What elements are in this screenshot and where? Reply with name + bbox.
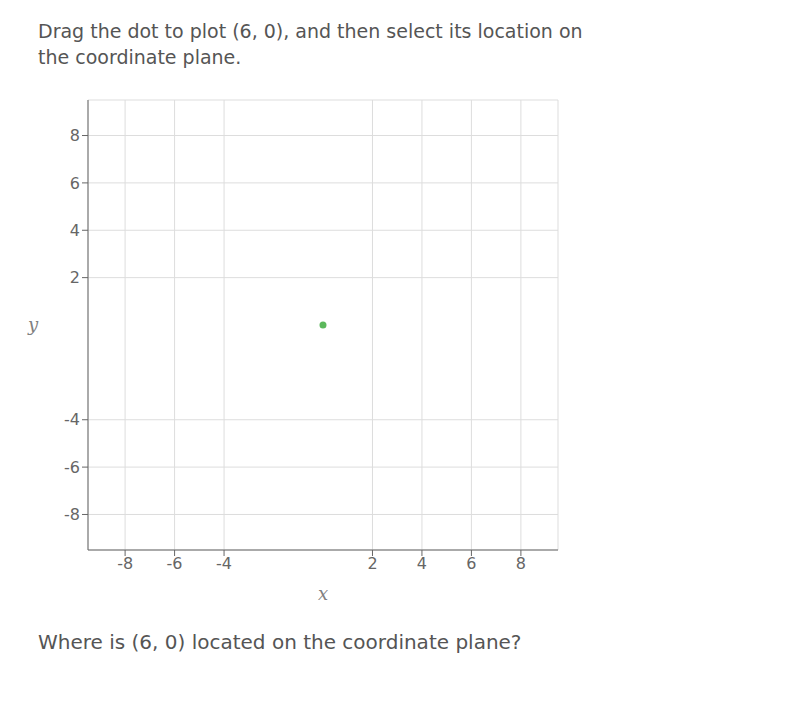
- svg-text:4: 4: [70, 221, 80, 240]
- html-text:Where is (6, 0) located on the: Where is (6, 0) located on the coordinat…: [38, 630, 522, 654]
- svg-text:6: 6: [70, 174, 80, 193]
- svg-text:-6: -6: [167, 554, 183, 573]
- html-text:Drag the dot to plot (6, 0), a: Drag the dot to plot (6, 0), and then se…: [38, 20, 583, 68]
- svg-text:x: x: [318, 583, 328, 604]
- svg-text:-6: -6: [64, 458, 80, 477]
- svg-text:4: 4: [417, 554, 427, 573]
- svg-text:-4: -4: [64, 410, 80, 429]
- svg-text:-4: -4: [216, 554, 232, 573]
- svg-text:2: 2: [70, 268, 80, 287]
- svg-text:2: 2: [367, 554, 377, 573]
- svg-text:-8: -8: [117, 554, 133, 573]
- svg-text:8: 8: [70, 126, 80, 145]
- svg-text:8: 8: [516, 554, 526, 573]
- svg-text:y: y: [27, 314, 39, 335]
- svg-text:-8: -8: [64, 505, 80, 524]
- svg-text:6: 6: [466, 554, 476, 573]
